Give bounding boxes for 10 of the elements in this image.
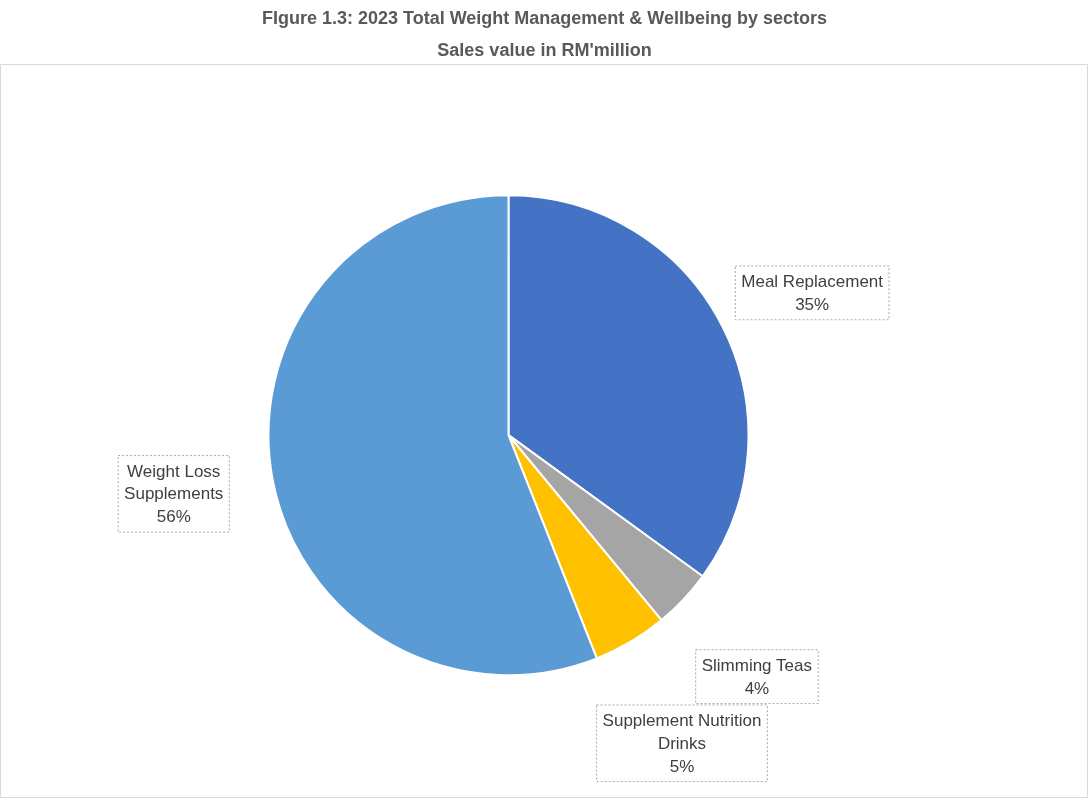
chart-subtitle: Sales value in RM'million (437, 39, 652, 60)
data-label: 35% (795, 294, 830, 314)
chart-title: FIgure 1.3: 2023 Total Weight Management & Wellbeing by sectors (261, 7, 828, 28)
slice-label: Weight Loss Supplements (124, 461, 224, 504)
data-label: 4% (744, 678, 770, 698)
data-label: 56% (156, 507, 191, 527)
slice-label: Slimming Teas (701, 655, 812, 675)
data-label: 5% (669, 756, 695, 776)
slice-label: Supplement Nutrition Drinks (602, 710, 762, 753)
slice-label: Meal Replacement (741, 271, 884, 291)
